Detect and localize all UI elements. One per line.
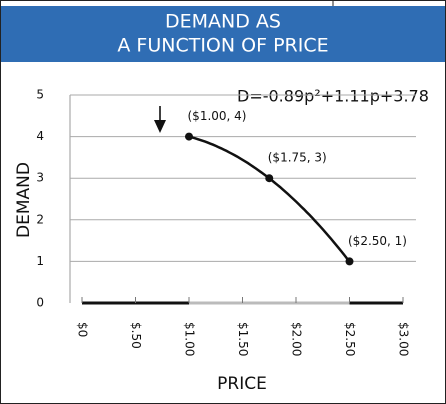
title-banner (1, 6, 445, 62)
x-tick-label: $1.50 (236, 322, 250, 356)
x-tick-label: $0 (76, 322, 90, 337)
x-tick-label: $2.00 (290, 322, 304, 356)
arrow-head (154, 120, 166, 133)
y-tick-label: 4 (36, 129, 44, 143)
y-tick-label: 1 (36, 254, 44, 268)
y-tick-label: 3 (36, 171, 44, 185)
point (345, 257, 354, 266)
chart-title: A FUNCTION OF PRICE (117, 35, 328, 57)
point-label: ($1.75, 3) (268, 151, 327, 165)
x-tick-label: $2.50 (343, 322, 357, 356)
x-tick-label: $.50 (129, 322, 143, 349)
point-label: ($2.50, 1) (348, 234, 407, 248)
point (185, 132, 193, 141)
y-tick-label: 2 (36, 212, 44, 226)
x-axis-label: PRICE (217, 374, 267, 394)
point-label: ($1.00, 4) (188, 109, 247, 123)
x-tick-label: $1.00 (183, 322, 197, 356)
y-axis-label: DEMAND (14, 162, 34, 238)
y-tick-label: 5 (36, 88, 44, 102)
equation: D=-0.89p²+1.11p+3.78 (237, 87, 429, 106)
y-tick-label: 0 (36, 296, 44, 310)
chart-title: DEMAND AS (165, 11, 281, 33)
point (265, 174, 274, 183)
x-tick-label: $3.00 (397, 322, 411, 356)
